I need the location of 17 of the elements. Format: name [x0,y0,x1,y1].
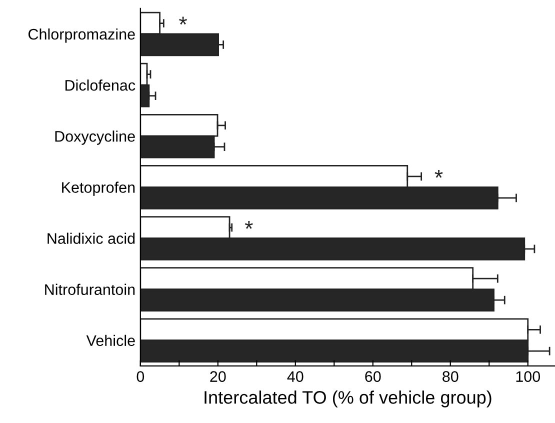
annotation: * [179,16,188,25]
y-tick-label: Vehicle [86,334,135,346]
y-tick-label: Ketoprofen [62,182,135,196]
x-tick-label: 60 [365,371,381,382]
x-tick-label: 0 [136,371,144,382]
y-tick-label: Doxycycline [55,130,135,145]
x-axis-title: Intercalated TO (% of vehicle group) [204,390,492,408]
y-tick-label: Nalidixic acid [48,232,135,244]
y-tick-label: Nitrofurantoin [45,284,135,295]
x-tick-label: 100 [516,371,540,382]
y-tick-label: Diclofenac [65,80,136,91]
x-tick-label: 40 [287,371,304,382]
annotation: * [244,221,253,229]
y-tick-label: Chlorpromazine [28,28,135,43]
x-tick-label: 20 [210,371,226,382]
annotation: * [434,170,443,178]
x-tick-label: 80 [442,371,458,382]
